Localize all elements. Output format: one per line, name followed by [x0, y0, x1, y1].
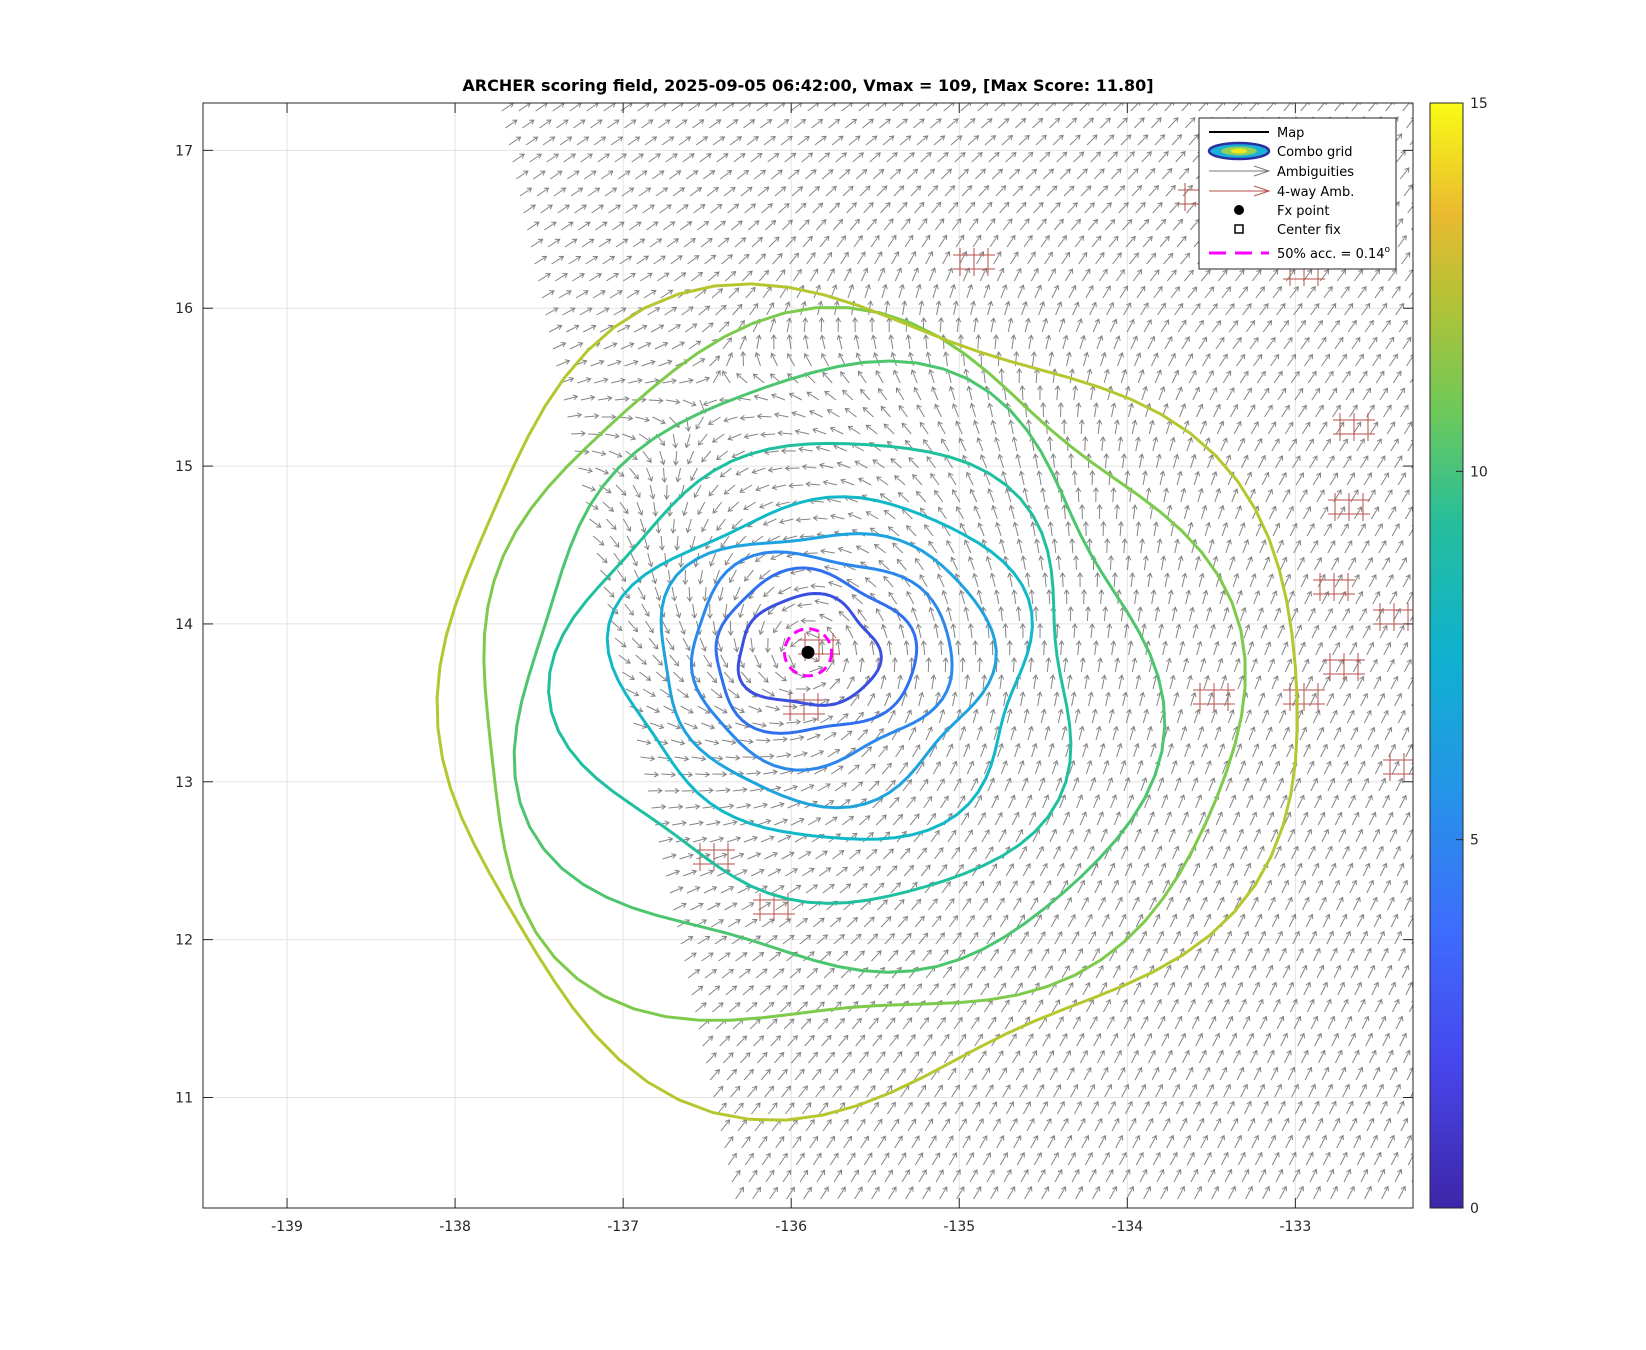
score-contour [512, 359, 1167, 974]
legend-label-combo-grid: Combo grid [1277, 145, 1353, 160]
legend-accuracy-degree: o [1385, 245, 1391, 255]
y-tick-label: 13 [175, 775, 193, 791]
legend-4way-arrow-head [1253, 185, 1271, 197]
x-tick-label: -135 [943, 1219, 975, 1235]
legend-entry-ambiguities: Ambiguities [1209, 165, 1354, 180]
score-contour [736, 591, 883, 707]
wind-vector-field [501, 103, 1413, 1200]
y-tick-label: 14 [175, 617, 193, 633]
legend-label-fx-point: Fx point [1277, 204, 1329, 219]
y-tick-label: 15 [175, 459, 193, 475]
x-tick-label: -139 [271, 1219, 303, 1235]
colorbar-tick-label: 0 [1470, 1201, 1479, 1217]
fx-point-marker [801, 645, 815, 659]
legend-entry-4-way: 4-way Amb. [1209, 185, 1354, 200]
legend-ambiguity-arrow-head [1253, 165, 1271, 177]
center-markers [782, 627, 834, 678]
score-contour [435, 282, 1299, 1122]
colorbar-ramp [1429, 102, 1464, 1209]
y-tick-label: 17 [175, 143, 193, 159]
legend-entry-center-fix: Center fix [1234, 223, 1341, 238]
x-tick-label: -133 [1279, 1219, 1311, 1235]
x-tick-label: -134 [1111, 1219, 1143, 1235]
axis-ticks: -139 -138 -137 -136 -135 -134 -133 11 12 13 14 15 16… [175, 103, 1413, 1235]
legend-entry-fx-point: Fx point [1234, 204, 1329, 219]
score-contour [482, 306, 1247, 1022]
legend-center-fix-marker [1234, 224, 1244, 234]
colorbar-tick-label: 5 [1470, 833, 1479, 849]
x-tick-label: -138 [439, 1219, 471, 1235]
four-way-ambiguity-arrows [693, 183, 1413, 921]
legend-entry-combo-grid: Combo grid [1207, 141, 1353, 161]
legend-accuracy-text: 50% acc. = 0.14 [1277, 247, 1385, 262]
score-contours [435, 282, 1299, 1122]
legend-fx-point-marker [1234, 205, 1244, 215]
colorbar-ticks: 0 5 10 15 [1456, 96, 1488, 1217]
y-tick-label: 16 [175, 301, 193, 317]
colorbar: 0 5 10 15 [1429, 96, 1488, 1217]
legend: Map Combo grid Ambiguities 4-way Amb. Fx… [1198, 117, 1397, 270]
legend-entry-map: Map [1209, 126, 1304, 141]
y-tick-label: 11 [175, 1091, 193, 1107]
score-contour [547, 441, 1073, 905]
legend-entry-accuracy: 50% acc. = 0.14o [1209, 245, 1391, 262]
gridlines [203, 103, 1413, 1208]
legend-label-map: Map [1277, 126, 1304, 141]
colorbar-tick-label: 15 [1470, 96, 1488, 112]
score-contour [714, 566, 919, 735]
x-tick-label: -136 [775, 1219, 807, 1235]
chart-title: ARCHER scoring field, 2025-09-05 06:42:0… [462, 76, 1153, 95]
legend-combo-ellipse-inner [1231, 148, 1247, 154]
score-contour [659, 532, 998, 810]
score-contour [689, 550, 954, 772]
plot-frame [202, 102, 1414, 1209]
colorbar-tick-label: 10 [1470, 464, 1488, 480]
legend-label-ambiguities: Ambiguities [1277, 165, 1354, 180]
legend-label-4-way: 4-way Amb. [1277, 185, 1354, 200]
accuracy-circle [782, 627, 834, 678]
y-tick-label: 12 [175, 933, 193, 949]
legend-label-center-fix: Center fix [1277, 223, 1341, 238]
legend-label-accuracy: 50% acc. = 0.14o [1277, 245, 1391, 262]
x-tick-label: -137 [607, 1219, 639, 1235]
score-contour [605, 495, 1034, 841]
